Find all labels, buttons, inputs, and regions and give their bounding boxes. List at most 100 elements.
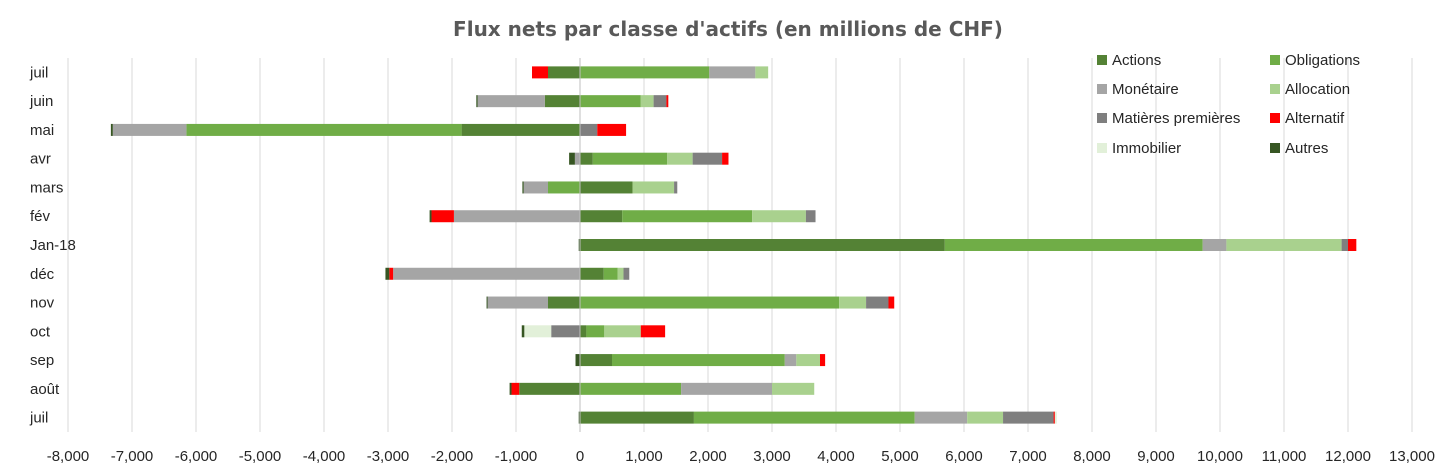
category-label: oct bbox=[30, 323, 51, 340]
x-tick-label: 6,000 bbox=[945, 448, 983, 465]
bar-alternatif-12 bbox=[1053, 411, 1055, 424]
bar-monétaire-6 bbox=[1202, 239, 1227, 251]
bar-autres-12 bbox=[578, 411, 580, 424]
category-label: mars bbox=[30, 179, 63, 196]
bar-obligations-8 bbox=[580, 296, 840, 309]
bar-matières-premières-12 bbox=[1003, 411, 1054, 424]
bar-immobilier-12 bbox=[1054, 411, 1057, 424]
bar-allocation-4 bbox=[632, 181, 675, 194]
category-label: fév bbox=[30, 208, 51, 225]
legend-label: Monétaire bbox=[1112, 81, 1179, 98]
bar-alternatif-5 bbox=[431, 210, 454, 223]
bar-allocation-6 bbox=[1226, 239, 1342, 251]
x-tick-label: 1,000 bbox=[625, 448, 663, 465]
bar-actions-7 bbox=[580, 267, 604, 280]
bar-autres-4 bbox=[522, 181, 524, 194]
bar-obligations-11 bbox=[580, 382, 682, 395]
bar-autres-7 bbox=[385, 267, 390, 280]
category-label: sep bbox=[30, 352, 54, 369]
bar-alternatif-11 bbox=[511, 382, 520, 395]
bar-autres-11 bbox=[509, 382, 512, 395]
bar-alternatif-1 bbox=[666, 95, 669, 108]
x-tick-label: -3,000 bbox=[367, 448, 410, 465]
category-label: août bbox=[30, 381, 60, 398]
bar-alternatif-3 bbox=[722, 152, 729, 165]
legend-swatch bbox=[1270, 55, 1280, 65]
bar-matières-premières-5 bbox=[805, 210, 816, 223]
legend-label: Obligations bbox=[1285, 52, 1360, 69]
bar-allocation-12 bbox=[967, 411, 1004, 424]
category-label: juin bbox=[29, 93, 53, 110]
bar-monétaire-11 bbox=[681, 382, 772, 395]
x-tick-label: 9,000 bbox=[1137, 448, 1175, 465]
bar-matières-premières-8 bbox=[866, 296, 889, 309]
x-tick-label: -1,000 bbox=[495, 448, 538, 465]
bar-allocation-11 bbox=[772, 382, 815, 395]
category-label: déc bbox=[30, 266, 55, 283]
bar-autres-6 bbox=[578, 239, 580, 251]
bar-autres-8 bbox=[486, 296, 488, 309]
bar-alternatif-7 bbox=[389, 267, 394, 280]
legend-swatch bbox=[1270, 84, 1280, 94]
category-label: nov bbox=[30, 295, 55, 312]
bar-monétaire-0 bbox=[709, 66, 756, 79]
legend-label: Actions bbox=[1112, 52, 1161, 69]
bar-actions-3 bbox=[580, 152, 593, 165]
x-axis-ticks: -8,000 -7,000 -6,000 -5,000 -4,000 -3,000 -2,0… bbox=[47, 448, 1435, 465]
bar-actions-1 bbox=[544, 95, 580, 108]
bar-monétaire-2 bbox=[112, 123, 187, 136]
x-tick-label: 0 bbox=[576, 448, 584, 465]
legend: Actions Obligations Monétaire Allocation Mat… bbox=[1097, 52, 1360, 157]
bar-autres-10 bbox=[575, 354, 580, 367]
bar-actions-5 bbox=[580, 210, 623, 223]
x-tick-label: 11,000 bbox=[1262, 448, 1307, 465]
bar-matières-premières-1 bbox=[653, 95, 667, 108]
bar-monétaire-3 bbox=[574, 152, 580, 165]
bar-matières-premières-6 bbox=[1341, 239, 1348, 251]
bar-monétaire-5 bbox=[453, 210, 580, 223]
x-tick-label: 10,000 bbox=[1197, 448, 1243, 465]
legend-item: Obligations bbox=[1270, 52, 1360, 69]
bar-obligations-9 bbox=[586, 325, 605, 338]
bars bbox=[110, 66, 1357, 424]
bar-alternatif-0 bbox=[532, 66, 548, 79]
legend-item: Allocation bbox=[1270, 81, 1350, 98]
bar-obligations-0 bbox=[580, 66, 710, 79]
x-tick-label: -2,000 bbox=[431, 448, 474, 465]
category-label: juil bbox=[29, 410, 48, 427]
bar-matières-premières-2 bbox=[580, 123, 598, 136]
legend-item: Monétaire bbox=[1097, 81, 1179, 98]
bar-monétaire-8 bbox=[487, 296, 548, 309]
legend-label: Allocation bbox=[1285, 81, 1350, 98]
bar-autres-3 bbox=[569, 152, 575, 165]
x-tick-label: 8,000 bbox=[1073, 448, 1111, 465]
bar-actions-6 bbox=[580, 239, 945, 251]
bar-actions-12 bbox=[580, 411, 694, 424]
x-tick-label: 7,000 bbox=[1009, 448, 1047, 465]
bar-allocation-0 bbox=[755, 66, 769, 79]
legend-swatch bbox=[1097, 113, 1107, 123]
bar-matières-premières-3 bbox=[692, 152, 723, 165]
bar-matières-premières-9 bbox=[551, 325, 580, 338]
category-label: mai bbox=[30, 122, 54, 139]
bar-allocation-1 bbox=[640, 95, 654, 108]
bar-autres-5 bbox=[429, 210, 432, 223]
legend-label: Immobilier bbox=[1112, 140, 1181, 157]
category-label: Jan-18 bbox=[30, 237, 76, 254]
legend-item: Alternatif bbox=[1270, 110, 1345, 127]
legend-item: Matières premières bbox=[1097, 110, 1240, 127]
legend-label: Alternatif bbox=[1285, 110, 1345, 127]
legend-label: Autres bbox=[1285, 140, 1328, 157]
legend-swatch bbox=[1270, 113, 1280, 123]
x-tick-label: -7,000 bbox=[111, 448, 154, 465]
category-label: juil bbox=[29, 64, 48, 81]
x-tick-label: -8,000 bbox=[47, 448, 90, 465]
x-tick-label: 13,000 bbox=[1389, 448, 1435, 465]
bar-alternatif-6 bbox=[1348, 239, 1357, 251]
bar-obligations-1 bbox=[580, 95, 641, 108]
bar-actions-10 bbox=[580, 354, 612, 367]
legend-swatch bbox=[1270, 143, 1280, 153]
legend-item: Immobilier bbox=[1097, 140, 1181, 157]
bar-allocation-3 bbox=[667, 152, 693, 165]
